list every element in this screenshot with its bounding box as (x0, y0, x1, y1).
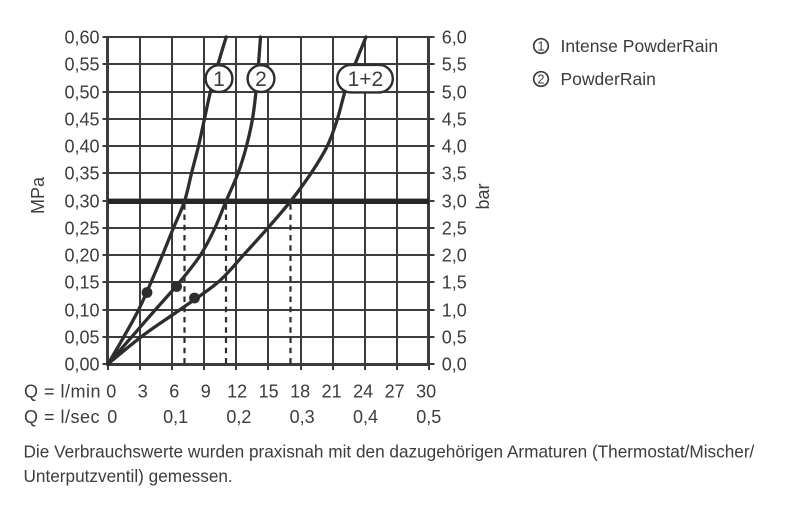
svg-text:0,40: 0,40 (64, 137, 99, 157)
svg-text:0,35: 0,35 (64, 164, 99, 184)
svg-text:18: 18 (290, 382, 310, 402)
svg-text:0,0: 0,0 (442, 355, 467, 375)
svg-text:21: 21 (322, 382, 342, 402)
svg-text:0,2: 0,2 (226, 407, 251, 427)
svg-text:1: 1 (538, 40, 545, 54)
svg-text:3: 3 (138, 382, 148, 402)
svg-text:5,5: 5,5 (442, 55, 467, 75)
svg-text:3,0: 3,0 (442, 192, 467, 212)
svg-text:0,05: 0,05 (64, 328, 99, 348)
svg-text:5,0: 5,0 (442, 83, 467, 103)
svg-text:0,25: 0,25 (64, 219, 99, 239)
svg-text:4,5: 4,5 (442, 110, 467, 130)
svg-text:1,0: 1,0 (442, 301, 467, 321)
svg-text:0,20: 0,20 (64, 246, 99, 266)
svg-text:Q = l/sec: Q = l/sec (24, 407, 100, 427)
svg-text:0,1: 0,1 (163, 407, 188, 427)
svg-text:1,5: 1,5 (442, 273, 467, 293)
svg-text:15: 15 (259, 382, 279, 402)
svg-text:2,5: 2,5 (442, 219, 467, 239)
svg-text:3,5: 3,5 (442, 164, 467, 184)
svg-text:Intense PowderRain: Intense PowderRain (561, 36, 719, 56)
svg-text:2: 2 (255, 68, 267, 91)
svg-text:0,00: 0,00 (64, 355, 99, 375)
svg-text:0,30: 0,30 (64, 192, 99, 212)
svg-text:0,3: 0,3 (290, 407, 315, 427)
svg-text:0: 0 (106, 382, 116, 402)
svg-text:4,0: 4,0 (442, 137, 467, 157)
svg-text:0,60: 0,60 (64, 28, 99, 48)
svg-text:0,55: 0,55 (64, 55, 99, 75)
svg-text:Unterputzventil) gemessen.: Unterputzventil) gemessen. (24, 466, 233, 486)
svg-text:0: 0 (107, 407, 117, 427)
svg-text:bar: bar (473, 183, 493, 209)
svg-text:Q = l/min: Q = l/min (24, 382, 101, 402)
svg-text:Die Verbrauchswerte wurden pra: Die Verbrauchswerte wurden praxisnah mit… (24, 442, 755, 462)
svg-text:0,10: 0,10 (64, 301, 99, 321)
svg-text:PowderRain: PowderRain (561, 69, 656, 89)
svg-text:6: 6 (169, 382, 179, 402)
svg-text:24: 24 (353, 382, 373, 402)
svg-text:0,5: 0,5 (442, 328, 467, 348)
svg-text:0,5: 0,5 (416, 407, 441, 427)
svg-text:27: 27 (385, 382, 405, 402)
svg-text:2,0: 2,0 (442, 246, 467, 266)
svg-text:2: 2 (538, 73, 545, 87)
svg-text:9: 9 (201, 382, 211, 402)
svg-text:0,4: 0,4 (353, 407, 378, 427)
svg-text:1: 1 (213, 68, 225, 91)
svg-text:0,15: 0,15 (64, 273, 99, 293)
svg-text:MPa: MPa (28, 176, 48, 214)
svg-text:6,0: 6,0 (442, 28, 467, 48)
svg-text:1+2: 1+2 (348, 68, 384, 91)
svg-text:0,45: 0,45 (64, 110, 99, 130)
svg-text:12: 12 (227, 382, 247, 402)
svg-text:30: 30 (416, 382, 436, 402)
svg-text:0,50: 0,50 (64, 83, 99, 103)
